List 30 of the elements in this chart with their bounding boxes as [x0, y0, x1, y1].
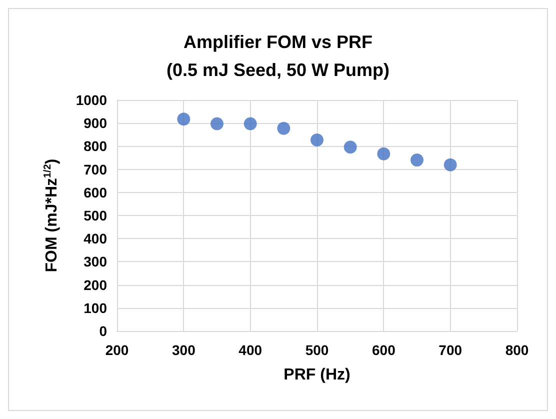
point — [310, 133, 324, 146]
x-tick-label: 500 — [305, 342, 329, 358]
y-tick-label: 0 — [99, 323, 108, 339]
y-tick-label: 400 — [84, 230, 108, 247]
y-tick-label: 1000 — [76, 92, 108, 108]
y-tick-label: 100 — [84, 300, 108, 316]
y-tick-label: 300 — [84, 254, 108, 270]
x-axis-title: PRF (Hz) — [284, 366, 350, 384]
x-tick-label: 200 — [105, 342, 129, 358]
y-tick-label: 800 — [84, 138, 108, 154]
point — [244, 117, 257, 130]
chart-title: Amplifier FOM vs PRF (0.5 mJ Seed, 50 W Pump) — [166, 32, 390, 80]
point — [177, 112, 190, 126]
point — [277, 122, 290, 135]
y-axis-title: FOM (mJ*Hz1/2) — [42, 158, 60, 272]
x-tick-label: 700 — [438, 342, 462, 358]
point — [377, 147, 390, 160]
point — [210, 117, 224, 130]
x-tick-label: 800 — [505, 342, 529, 358]
y-tick-label: 500 — [84, 208, 108, 224]
y-tick-label: 900 — [84, 115, 108, 132]
point — [444, 158, 457, 172]
x-tick-label: 400 — [238, 342, 262, 358]
x-tick-label: 600 — [372, 342, 396, 358]
point — [410, 154, 424, 167]
y-tick-label: 700 — [84, 161, 108, 178]
point — [344, 140, 357, 154]
x-tick-label: 300 — [172, 342, 196, 358]
y-tick-label: 200 — [84, 276, 108, 293]
y-tick-label: 600 — [84, 184, 108, 200]
